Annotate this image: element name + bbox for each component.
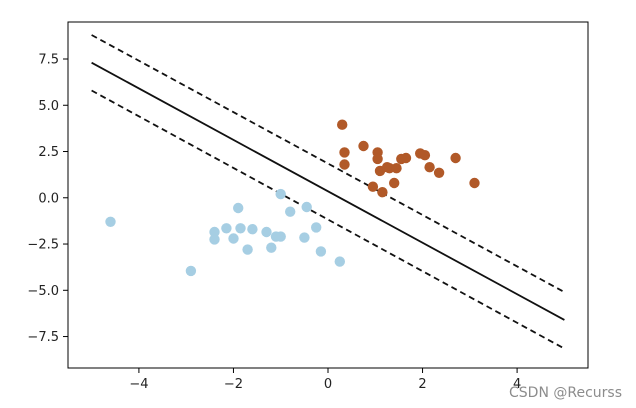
scatter-points — [105, 119, 480, 277]
scatter-point-class-1 — [419, 150, 431, 161]
y-axis: 7.5 5.0 2.5 0.0 −2.5 −5.0 −7.5 — [27, 53, 68, 345]
boundary-lines — [91, 34, 565, 350]
scatter-point-class-1 — [389, 177, 400, 189]
scatter-point-class-1 — [372, 153, 383, 165]
scatter-point-class-0 — [311, 222, 322, 233]
scatter-point-class-1 — [391, 163, 402, 174]
scatter-point-class-0 — [315, 246, 327, 257]
y-tick-label: −7.5 — [27, 330, 59, 345]
scatter-point-class-1 — [450, 152, 461, 164]
scatter-point-class-1 — [433, 167, 445, 178]
x-tick-label: −2 — [224, 377, 243, 392]
scatter-point-class-0 — [275, 188, 286, 200]
margin-line-1 — [91, 34, 565, 293]
watermark: CSDN @Recurss — [509, 385, 622, 401]
y-tick-label: 5.0 — [38, 99, 59, 114]
scatter-point-class-0 — [334, 256, 345, 267]
scatter-point-class-0 — [233, 202, 244, 214]
x-tick-label: −4 — [129, 377, 148, 392]
x-tick-label: 2 — [418, 377, 426, 392]
scatter-point-class-1 — [377, 187, 388, 198]
y-tick-label: 0.0 — [38, 191, 59, 206]
margin-line-2 — [91, 89, 565, 350]
scatter-point-class-1 — [339, 147, 350, 158]
x-tick-label: 4 — [513, 377, 521, 392]
scatter-point-class-0 — [266, 242, 277, 253]
y-tick-label: 2.5 — [38, 145, 59, 160]
scatter-point-class-0 — [228, 233, 239, 244]
y-tick-label: 7.5 — [38, 53, 59, 68]
scatter-point-class-1 — [400, 152, 412, 164]
y-tick-label: −5.0 — [27, 284, 59, 299]
scatter-point-class-1 — [358, 140, 369, 152]
scatter-point-class-0 — [285, 206, 296, 217]
scatter-point-class-0 — [261, 226, 272, 238]
scatter-point-class-0 — [185, 265, 197, 277]
scatter-point-class-0 — [247, 224, 258, 235]
scatter-point-class-0 — [301, 201, 312, 213]
scatter-point-class-1 — [469, 177, 480, 189]
scatter-point-class-1 — [367, 181, 379, 192]
decision-boundary-line — [91, 61, 565, 321]
scatter-point-class-1 — [337, 119, 348, 130]
x-tick-label: 0 — [324, 377, 332, 392]
axes-frame — [67, 21, 589, 369]
scatter-point-class-0 — [242, 244, 253, 255]
scatter-point-class-0 — [275, 231, 286, 242]
scatter-point-class-1 — [339, 159, 350, 170]
scatter-point-class-0 — [299, 232, 310, 243]
scatter-point-class-0 — [235, 223, 246, 234]
scatter-point-class-0 — [209, 226, 220, 238]
x-axis: −4 −2 0 2 4 — [129, 368, 521, 392]
scatter-point-class-1 — [424, 162, 435, 173]
scatter-point-class-0 — [209, 234, 220, 245]
y-tick-label: −2.5 — [27, 238, 59, 253]
scatter-point-class-0 — [105, 216, 116, 227]
scatter-point-class-0 — [221, 223, 232, 234]
